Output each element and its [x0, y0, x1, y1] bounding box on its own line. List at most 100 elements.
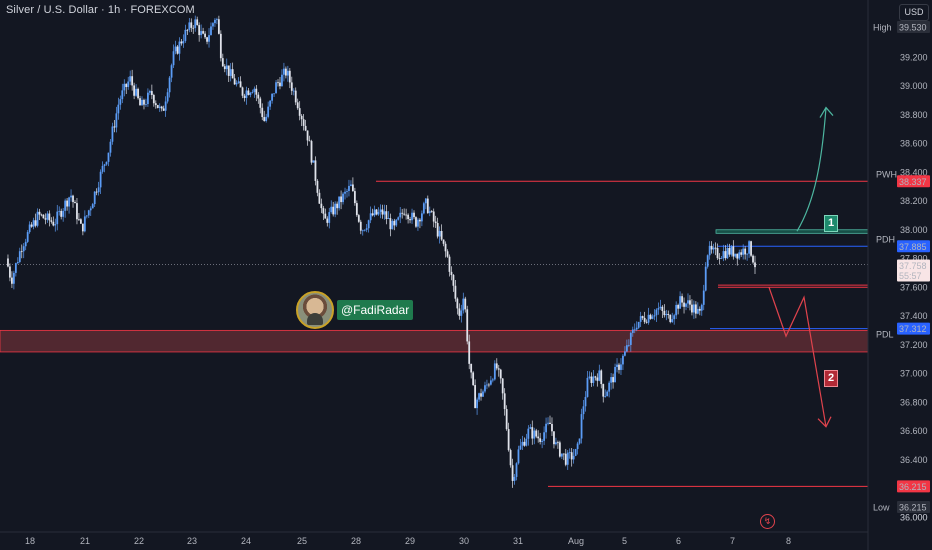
candle-body	[452, 275, 455, 286]
y-tick-label: 36.000	[900, 512, 928, 522]
candle-body	[590, 376, 593, 383]
candle-body	[192, 27, 195, 29]
countdown-tag-bg	[897, 269, 930, 282]
candle-body	[631, 329, 634, 333]
pwh-price-tag-bg	[897, 175, 930, 188]
candle-body	[294, 90, 297, 103]
x-tick-label: 21	[80, 536, 90, 546]
candle-body	[440, 230, 443, 240]
candle-body	[172, 51, 175, 66]
candle-body	[182, 40, 185, 44]
candle-body	[129, 76, 132, 82]
candle-body	[22, 246, 25, 252]
candle-body	[677, 304, 680, 309]
candle-body	[482, 391, 484, 397]
candle-body	[438, 230, 441, 237]
candle-body	[639, 316, 642, 322]
candle-body	[679, 296, 681, 309]
y-tick-label: 39.200	[900, 52, 928, 62]
candle-body	[625, 345, 628, 352]
candle-body	[513, 476, 516, 481]
candle-body	[515, 463, 518, 477]
candle-body	[460, 310, 463, 316]
candle-body	[553, 431, 555, 445]
symbol-title[interactable]: Silver / U.S. Dollar · 1h · FOREXCOM	[6, 4, 195, 16]
candle-body	[643, 317, 646, 322]
candle-body	[273, 93, 275, 95]
candle-body	[158, 106, 161, 108]
candle-body	[338, 196, 341, 209]
y-tick-label: 37.200	[900, 340, 928, 350]
candle-body	[219, 33, 222, 59]
candle-body	[539, 438, 542, 442]
candle-body	[712, 247, 715, 250]
candle-body	[637, 321, 640, 328]
candle-body	[261, 107, 264, 118]
candle-body	[180, 41, 183, 44]
candle-body	[265, 116, 268, 121]
candle-body	[156, 105, 159, 108]
candle-body	[521, 441, 524, 446]
candle-body	[529, 427, 532, 429]
candle-body	[726, 248, 729, 259]
candle-body	[269, 100, 272, 107]
candle-body	[700, 304, 703, 311]
candle-body	[145, 104, 147, 105]
candle-body	[188, 22, 191, 30]
x-tick-label: 5	[622, 536, 627, 546]
candle-body	[454, 285, 457, 299]
y-tick-label: 39.000	[900, 81, 928, 91]
candle-body	[422, 203, 425, 214]
candle-body	[70, 195, 72, 198]
candle-body	[322, 208, 325, 214]
candle-body	[586, 377, 589, 397]
bearish-projection-arrow	[768, 287, 827, 427]
candle-body	[275, 82, 277, 94]
candle-body	[395, 219, 398, 226]
candle-body	[178, 41, 181, 54]
candle-body	[32, 220, 35, 227]
candle-body	[336, 203, 339, 209]
pwh-label: PWH	[876, 169, 897, 179]
candle-body	[665, 313, 668, 316]
candle-body	[227, 65, 230, 76]
candle-body	[476, 399, 478, 409]
candle-body	[221, 58, 224, 67]
candle-body	[629, 332, 632, 345]
candle-body	[653, 315, 656, 317]
candle-body	[141, 99, 143, 106]
candle-body	[661, 306, 664, 311]
candle-body	[111, 126, 114, 142]
candle-body	[397, 217, 400, 220]
candle-body	[89, 208, 92, 211]
flash-icon[interactable]: ↯	[760, 514, 775, 529]
candle-body	[547, 422, 549, 424]
candle-body	[117, 104, 120, 114]
currency-badge[interactable]: USD	[899, 4, 929, 21]
x-tick-label: 22	[134, 536, 144, 546]
x-tick-label: Aug	[568, 536, 584, 546]
candle-body	[691, 304, 693, 313]
candle-body	[456, 298, 459, 309]
candle-body	[444, 243, 447, 252]
bearish-arrow-head	[817, 416, 832, 428]
candle-body	[549, 422, 551, 424]
candle-body	[689, 300, 691, 305]
candle-body	[645, 321, 648, 323]
candle-body	[46, 213, 49, 220]
x-tick-label: 8	[786, 536, 791, 546]
candle-body	[288, 70, 291, 83]
candle-body	[229, 69, 232, 76]
candle-body	[74, 202, 76, 204]
candle-body	[730, 246, 733, 255]
candle-body	[580, 414, 583, 439]
candle-body	[316, 180, 319, 193]
candle-body	[480, 393, 482, 397]
candle-body	[283, 68, 285, 75]
candle-body	[399, 212, 402, 218]
candle-body	[675, 304, 678, 316]
candle-body	[263, 117, 266, 121]
candle-body	[373, 209, 376, 216]
